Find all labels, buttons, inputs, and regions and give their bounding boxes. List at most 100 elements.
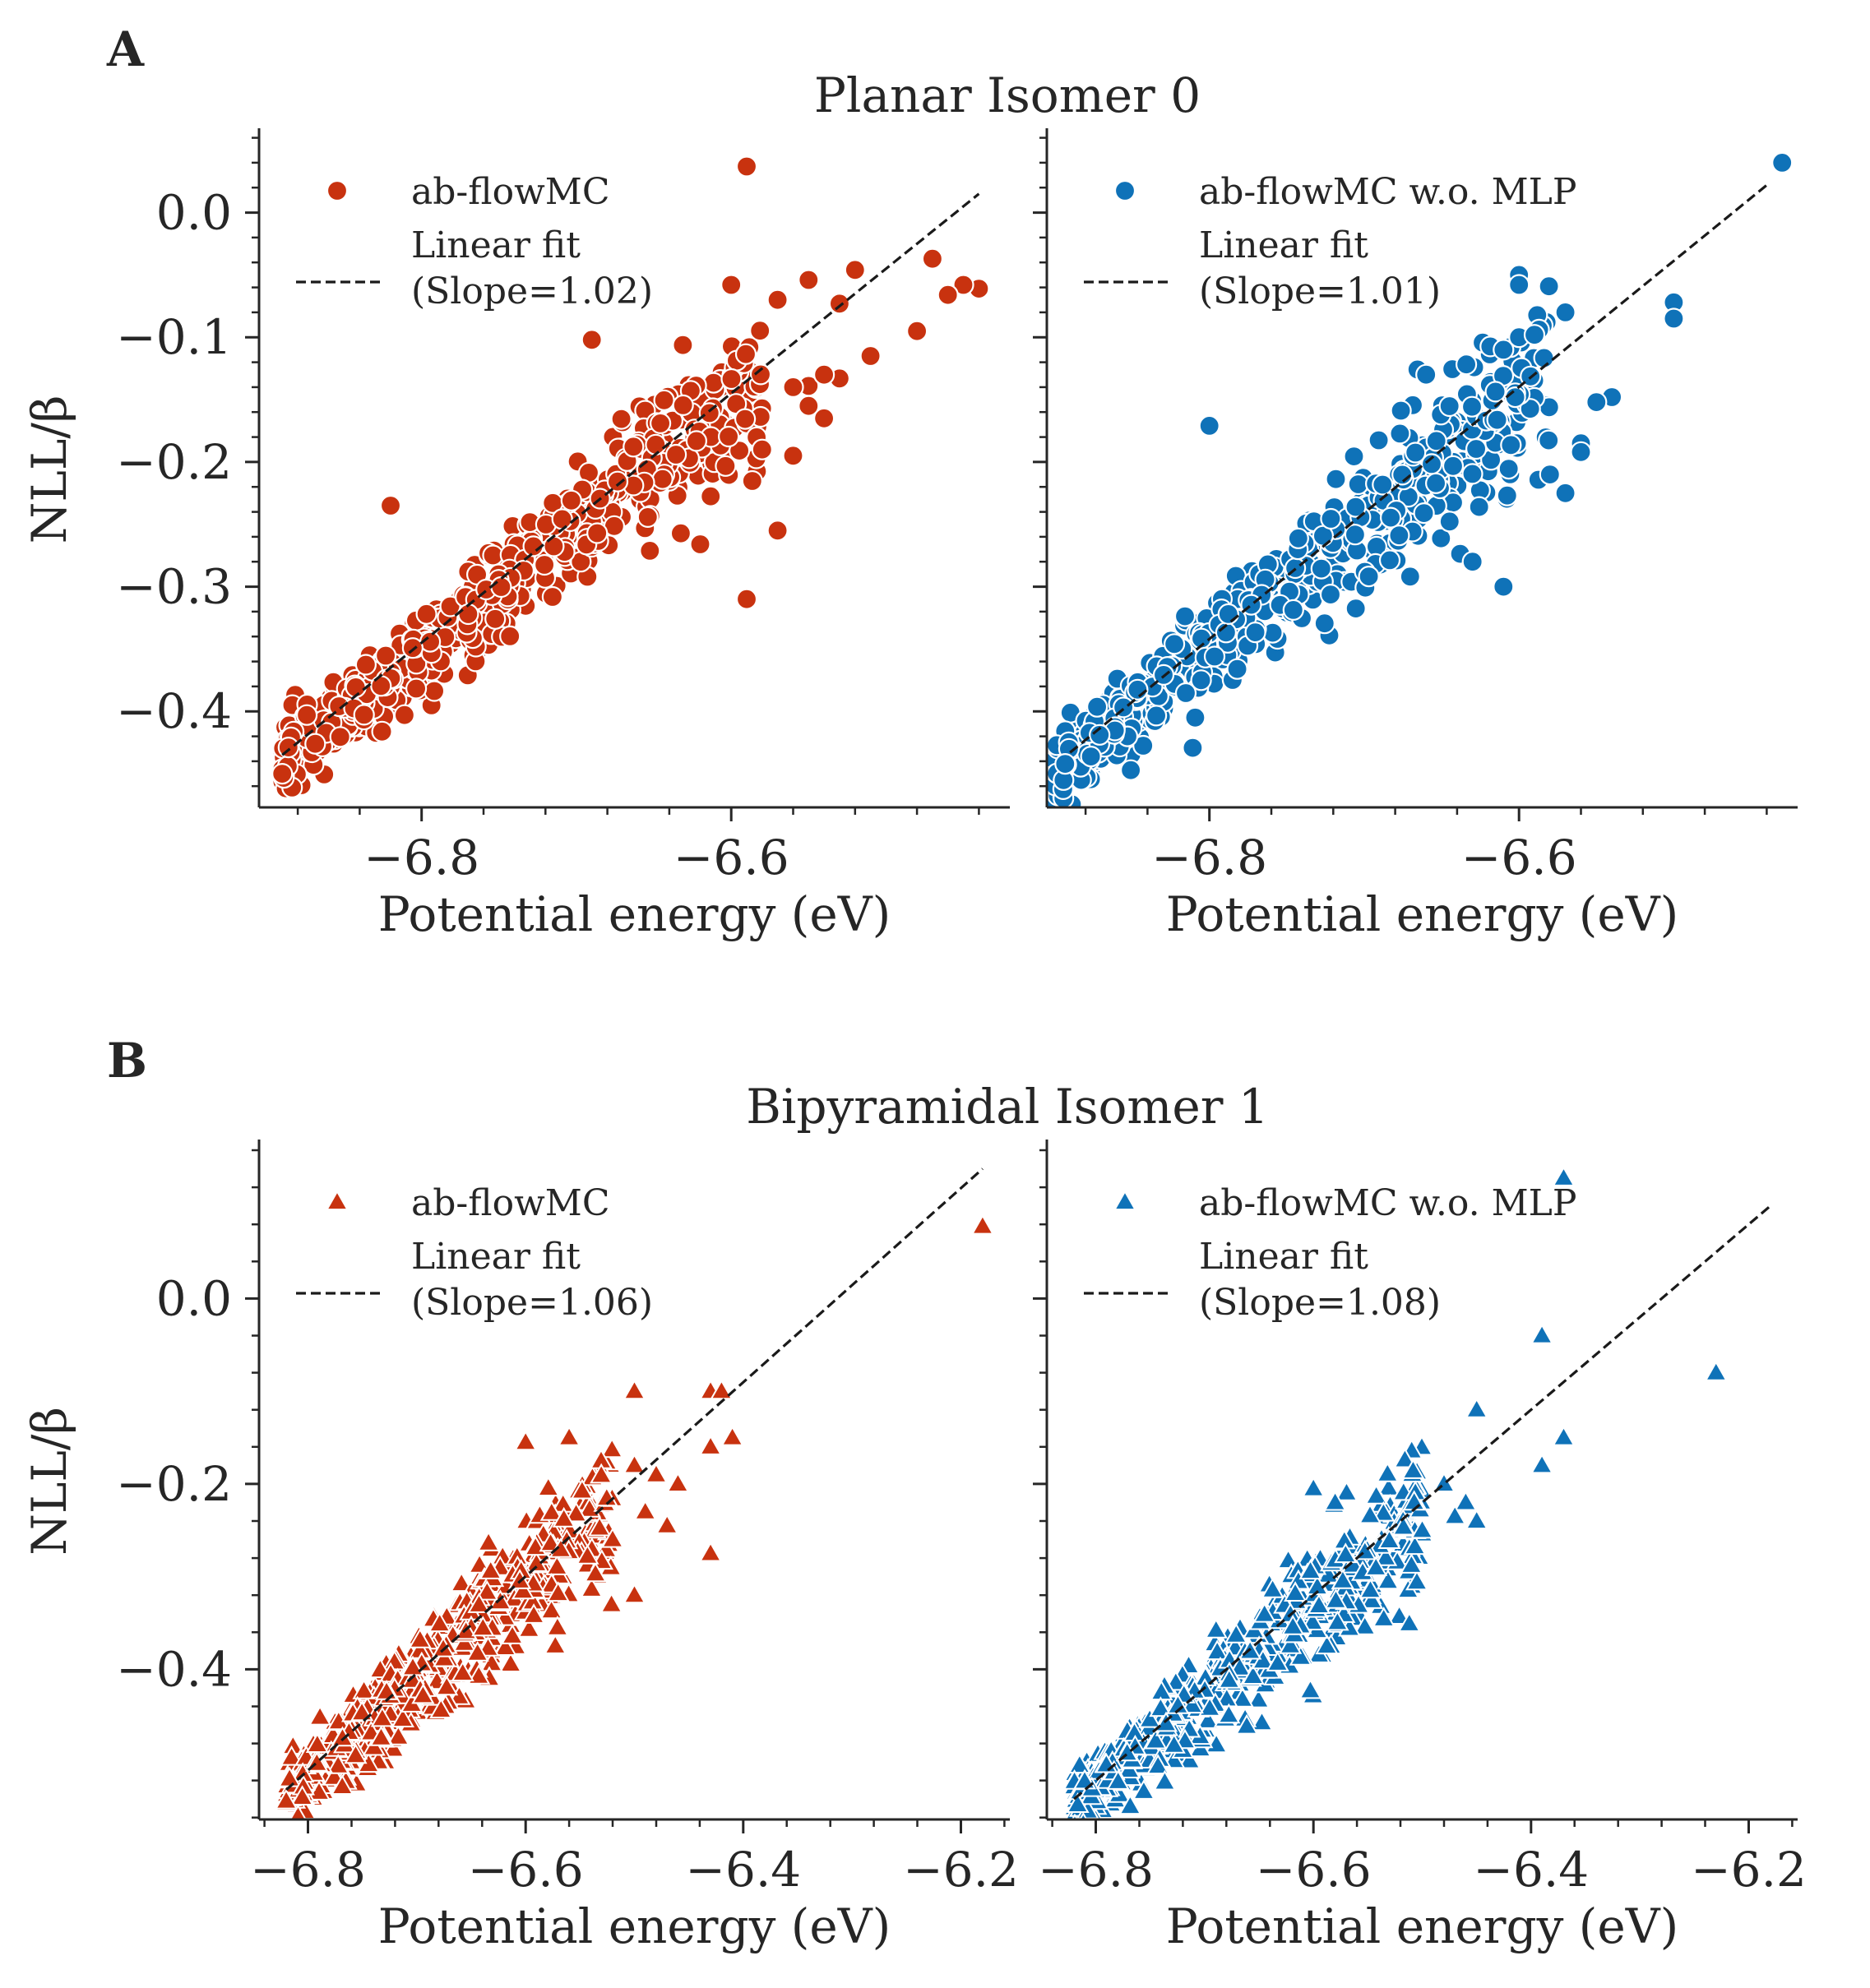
data-point	[1089, 724, 1111, 746]
data-point	[1391, 1514, 1415, 1536]
data-point	[812, 363, 835, 386]
data-point	[600, 1527, 625, 1548]
data-point	[1663, 307, 1685, 330]
x-tick-label: −6.6	[1256, 1842, 1372, 1898]
data-point	[669, 522, 692, 544]
data-point	[734, 408, 757, 430]
data-point	[1493, 576, 1515, 598]
data-point	[1585, 391, 1608, 414]
data-point	[1153, 1769, 1177, 1791]
data-point	[1343, 445, 1365, 468]
data-point	[1424, 472, 1447, 494]
data-point	[429, 1698, 453, 1718]
y-tick-label: −0.3	[116, 559, 232, 615]
data-point	[577, 1496, 602, 1518]
data-point	[546, 1581, 570, 1602]
data-point	[1465, 1509, 1488, 1530]
data-point	[1132, 734, 1155, 757]
x-tick-label: −6.8	[250, 1842, 366, 1898]
data-point	[1174, 682, 1197, 705]
data-point	[1298, 1678, 1322, 1699]
data-point	[606, 470, 629, 492]
data-point	[564, 1501, 588, 1523]
x-tick-label: −6.8	[1038, 1842, 1154, 1898]
data-point	[411, 1683, 435, 1704]
data-point	[1324, 1588, 1348, 1609]
data-point	[1442, 455, 1465, 477]
data-point	[539, 1598, 563, 1620]
data-point	[1085, 1818, 1086, 1819]
data-point	[467, 1663, 491, 1685]
data-point	[1460, 395, 1484, 418]
data-point	[600, 1437, 624, 1459]
data-point	[1465, 1397, 1488, 1418]
data-point	[369, 1725, 393, 1746]
data-point	[1054, 752, 1076, 775]
data-point	[1163, 633, 1186, 655]
data-point	[423, 680, 446, 702]
data-point	[541, 585, 564, 608]
data-point	[1173, 605, 1197, 627]
data-point	[1079, 1811, 1088, 1819]
data-point	[859, 344, 882, 368]
legend-fit-label: Linear fit	[1199, 224, 1368, 266]
data-point	[1570, 441, 1592, 463]
data-point	[1066, 1792, 1090, 1813]
data-point	[1307, 1593, 1331, 1614]
data-point	[560, 489, 582, 511]
data-point	[599, 1592, 623, 1613]
data-point	[1538, 275, 1560, 298]
data-point	[1379, 506, 1402, 529]
panel-letter-b: B	[107, 1033, 147, 1089]
data-point	[507, 1569, 532, 1589]
data-point	[1496, 484, 1518, 506]
data-point	[672, 394, 694, 416]
data-point	[517, 1616, 541, 1638]
data-point	[1403, 1534, 1427, 1556]
y-tick-label: −0.4	[116, 1641, 232, 1697]
data-point	[751, 438, 773, 460]
x-tick-label: −6.2	[1691, 1842, 1807, 1898]
data-point	[702, 372, 724, 394]
data-point	[1301, 1610, 1325, 1630]
x-tick-label: −6.4	[685, 1842, 801, 1898]
data-point	[536, 1476, 560, 1496]
data-point	[1178, 1748, 1201, 1769]
data-point	[1282, 599, 1304, 622]
scatter-points	[1047, 151, 1794, 807]
data-point	[1305, 1574, 1330, 1596]
data-point	[583, 1561, 608, 1583]
data-point	[1376, 1569, 1400, 1590]
data-point	[1132, 1779, 1156, 1800]
data-point	[405, 677, 428, 700]
data-point	[1397, 1611, 1421, 1632]
data-point	[1493, 339, 1515, 361]
x-tick-label: −6.6	[1461, 830, 1577, 885]
data-point	[970, 1214, 995, 1235]
data-point	[1438, 511, 1460, 533]
legend-series-label: ab-flowMC	[411, 1182, 609, 1224]
data-point	[639, 539, 661, 562]
data-point	[651, 468, 673, 490]
data-point	[1405, 442, 1427, 464]
data-point	[1372, 1500, 1396, 1522]
data-point	[1400, 1553, 1423, 1574]
data-point	[1250, 1710, 1274, 1731]
data-point	[1358, 1503, 1382, 1524]
data-point	[1145, 705, 1168, 727]
data-point	[653, 389, 675, 411]
data-point	[277, 736, 299, 759]
legend-fit-label: Linear fit	[411, 1236, 581, 1278]
data-point	[289, 1804, 307, 1819]
x-tick-label: −6.6	[468, 1842, 584, 1898]
data-point	[798, 395, 820, 417]
data-point	[720, 368, 743, 391]
data-point	[1067, 1753, 1091, 1774]
data-point	[352, 1678, 376, 1699]
data-point	[623, 436, 645, 458]
data-point	[1554, 482, 1576, 504]
data-point	[349, 1700, 374, 1722]
data-point	[1162, 1732, 1186, 1754]
data-point	[1190, 669, 1212, 691]
data-point	[1115, 1741, 1139, 1762]
